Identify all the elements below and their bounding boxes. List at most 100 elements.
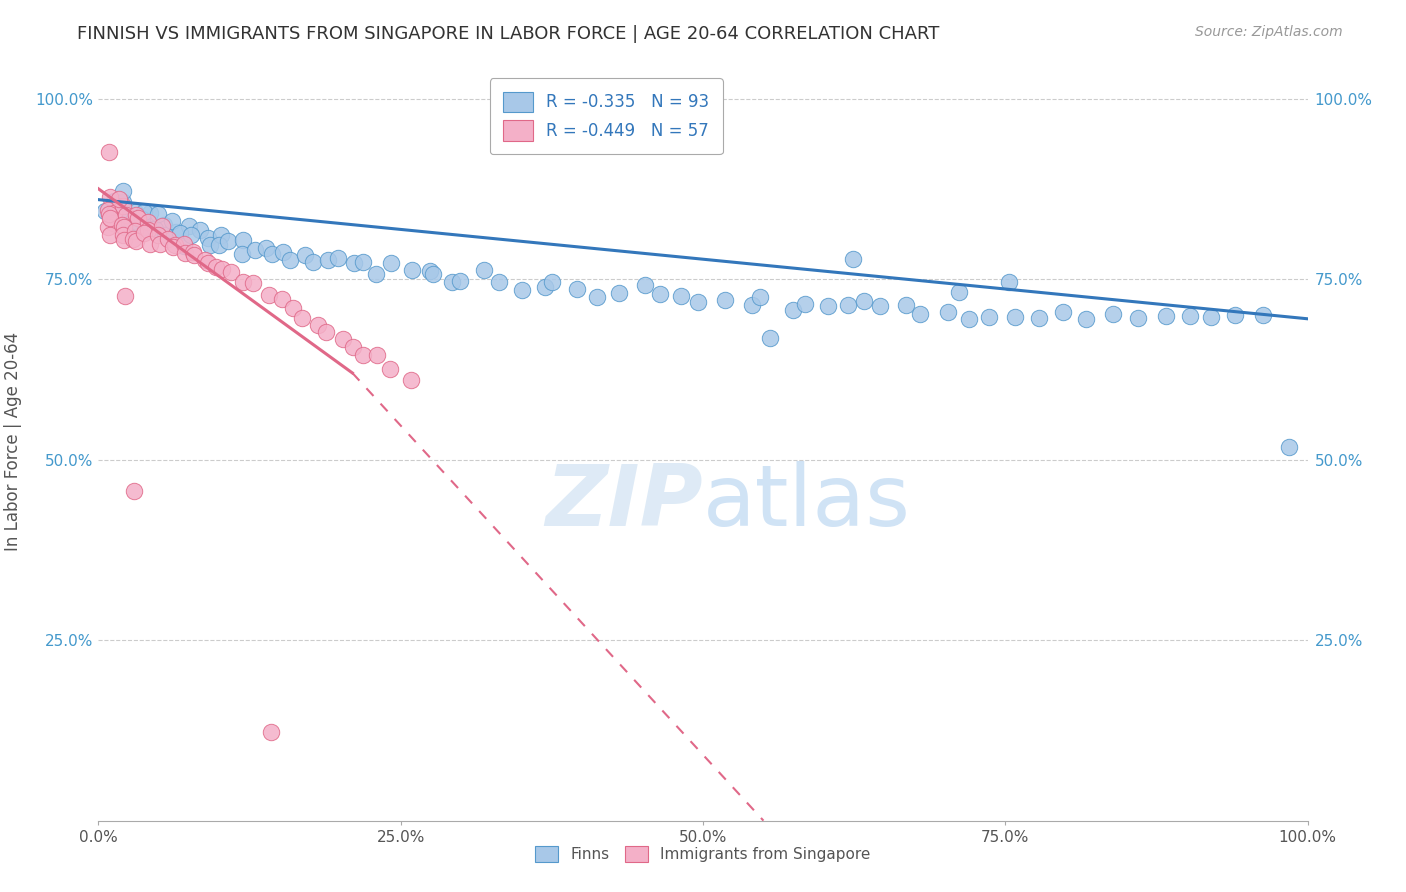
Point: [97, 219, 120, 234]
Point: [114, 233, 136, 247]
Point: [837, 298, 859, 312]
Point: [533, 280, 555, 294]
Point: [111, 200, 134, 214]
Point: [1074, 311, 1097, 326]
Point: [842, 252, 865, 266]
Point: [260, 247, 283, 261]
Point: [1223, 308, 1246, 322]
Point: [271, 292, 294, 306]
Point: [97, 207, 120, 221]
Point: [136, 215, 159, 229]
Point: [117, 212, 139, 227]
Point: [1028, 310, 1050, 325]
Point: [634, 277, 657, 292]
Point: [419, 264, 441, 278]
Point: [219, 265, 242, 279]
Point: [136, 222, 159, 236]
Point: [307, 318, 329, 333]
Point: [853, 293, 876, 308]
Point: [302, 254, 325, 268]
Point: [278, 252, 301, 267]
Point: [328, 251, 350, 265]
Point: [114, 289, 136, 303]
Point: [749, 290, 772, 304]
Point: [977, 310, 1000, 324]
Point: [231, 246, 253, 260]
Point: [352, 255, 374, 269]
Point: [257, 287, 280, 301]
Point: [139, 206, 162, 220]
Point: [1102, 307, 1125, 321]
Point: [232, 233, 254, 247]
Point: [197, 255, 219, 269]
Point: [896, 298, 918, 312]
Point: [316, 252, 339, 267]
Point: [162, 240, 184, 254]
Point: [108, 192, 131, 206]
Legend: Finns, Immigrants from Singapore: Finns, Immigrants from Singapore: [527, 838, 879, 870]
Point: [366, 348, 388, 362]
Point: [259, 725, 281, 739]
Point: [741, 298, 763, 312]
Point: [1199, 310, 1222, 325]
Point: [118, 210, 141, 224]
Point: [343, 256, 366, 270]
Point: [474, 262, 496, 277]
Point: [449, 274, 471, 288]
Point: [209, 228, 232, 243]
Point: [291, 311, 314, 326]
Point: [510, 283, 533, 297]
Point: [254, 241, 277, 255]
Point: [153, 218, 176, 232]
Point: [565, 282, 588, 296]
Point: [908, 307, 931, 321]
Point: [205, 260, 228, 275]
Point: [794, 297, 817, 311]
Point: [232, 276, 254, 290]
Y-axis label: In Labor Force | Age 20-64: In Labor Force | Age 20-64: [4, 332, 21, 551]
Point: [125, 234, 148, 248]
Point: [134, 219, 156, 234]
Point: [188, 223, 211, 237]
Point: [217, 234, 239, 248]
Point: [111, 199, 134, 213]
Point: [245, 243, 267, 257]
Point: [948, 285, 970, 299]
Point: [111, 184, 134, 198]
Point: [315, 325, 337, 339]
Point: [156, 232, 179, 246]
Point: [97, 145, 120, 160]
Point: [112, 195, 135, 210]
Point: [114, 208, 136, 222]
Point: [125, 215, 148, 229]
Point: [364, 267, 387, 281]
Point: [148, 207, 170, 221]
Point: [122, 483, 145, 498]
Point: [422, 267, 444, 281]
Point: [101, 216, 124, 230]
Point: [169, 226, 191, 240]
Point: [294, 248, 316, 262]
Point: [208, 238, 231, 252]
Point: [112, 228, 135, 243]
Point: [541, 275, 564, 289]
Point: [134, 205, 156, 219]
Point: [440, 276, 463, 290]
Point: [194, 252, 217, 267]
Point: [352, 347, 374, 361]
Point: [1278, 441, 1301, 455]
Point: [145, 222, 167, 236]
Point: [378, 361, 401, 376]
Point: [183, 247, 205, 261]
Point: [817, 299, 839, 313]
Point: [103, 194, 125, 209]
Point: [150, 219, 173, 233]
Point: [111, 218, 134, 232]
Point: [139, 237, 162, 252]
Text: ZIP: ZIP: [546, 460, 703, 544]
Point: [124, 224, 146, 238]
Point: [869, 299, 891, 313]
Point: [148, 237, 170, 252]
Point: [1251, 308, 1274, 322]
Point: [125, 208, 148, 222]
